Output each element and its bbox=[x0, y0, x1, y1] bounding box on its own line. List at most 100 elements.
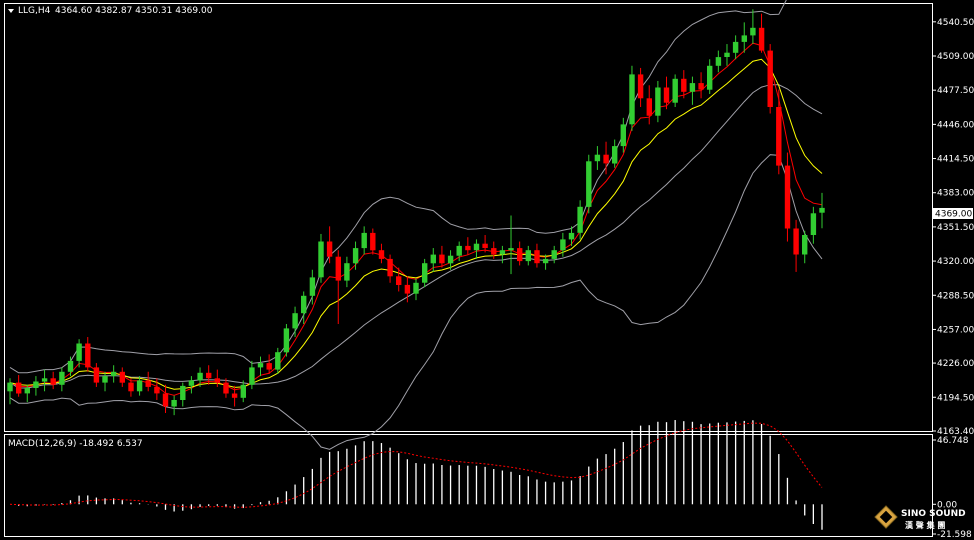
candle bbox=[560, 232, 566, 257]
candle bbox=[750, 9, 756, 45]
symbol-dropdown-icon[interactable] bbox=[8, 9, 14, 13]
candle bbox=[525, 245, 531, 266]
price-tick-label: 4257.00 bbox=[937, 325, 974, 335]
bollinger-lower-line bbox=[9, 154, 823, 450]
price-tick-label: 4163.40 bbox=[937, 427, 974, 437]
candle-body bbox=[758, 27, 765, 51]
candle-body bbox=[784, 165, 791, 229]
candle bbox=[257, 356, 264, 377]
bollinger-middle-line bbox=[9, 84, 823, 389]
candle bbox=[603, 141, 609, 175]
candle-body bbox=[318, 241, 324, 278]
candle-body bbox=[188, 380, 195, 386]
candle bbox=[171, 395, 177, 416]
candle-body bbox=[655, 87, 661, 116]
candle-body bbox=[629, 74, 635, 125]
candle bbox=[309, 269, 316, 305]
candle-body bbox=[586, 161, 592, 207]
candle bbox=[465, 237, 471, 255]
candle-body bbox=[793, 228, 799, 255]
candle-body bbox=[50, 378, 56, 385]
candle-body bbox=[266, 363, 272, 370]
candle bbox=[206, 365, 212, 385]
price-tick-label: 4194.50 bbox=[937, 393, 974, 403]
candle-body bbox=[810, 213, 817, 235]
candle bbox=[335, 250, 341, 325]
price-tick-label: 4288.50 bbox=[937, 291, 974, 301]
price-axis: 4540.50 4509.00 4477.50 4446.00 4414.50 4383.… bbox=[932, 18, 974, 437]
macd-indicator: 46.748 0.00 -21.598 bbox=[9, 420, 972, 540]
candle-body bbox=[689, 83, 696, 92]
macd-signal-line bbox=[9, 422, 823, 508]
candle-body bbox=[724, 52, 730, 57]
candle bbox=[707, 59, 713, 94]
candle-body bbox=[422, 263, 428, 283]
candle-body bbox=[672, 78, 678, 103]
candle-body bbox=[16, 382, 22, 394]
candle bbox=[758, 13, 765, 53]
candle-body bbox=[681, 78, 687, 92]
candle bbox=[102, 371, 108, 392]
candle-body bbox=[136, 380, 143, 392]
candle-body bbox=[378, 250, 385, 259]
candle bbox=[447, 250, 454, 270]
candle-body bbox=[128, 382, 134, 392]
candle-body bbox=[750, 27, 756, 36]
price-panel-frame bbox=[4, 3, 933, 432]
candle bbox=[491, 241, 497, 259]
candle-body bbox=[326, 241, 333, 257]
candle-body bbox=[577, 206, 583, 233]
price-tick-label: 4540.50 bbox=[937, 18, 974, 28]
candle-body bbox=[482, 243, 488, 248]
candle-body bbox=[145, 380, 151, 387]
candle-body bbox=[767, 50, 773, 107]
candle bbox=[85, 337, 91, 372]
price-tick-label: 4383.00 bbox=[937, 189, 974, 199]
candle-body bbox=[776, 107, 782, 166]
candle-body bbox=[525, 250, 531, 262]
candle-body bbox=[206, 372, 212, 379]
candle-body bbox=[542, 258, 549, 264]
candle bbox=[240, 380, 246, 403]
candle bbox=[802, 230, 808, 264]
candle bbox=[326, 226, 333, 264]
ohlc-readout: 4364.60 4382.87 4350.31 4369.00 bbox=[55, 6, 213, 16]
candle-body bbox=[154, 386, 160, 394]
candle bbox=[223, 378, 229, 398]
candle bbox=[344, 256, 350, 288]
macd-panel-frame bbox=[4, 434, 933, 537]
candle-body bbox=[456, 245, 462, 256]
candle bbox=[499, 245, 506, 264]
candle bbox=[793, 219, 799, 272]
candle bbox=[430, 248, 436, 272]
candle-body bbox=[560, 239, 566, 251]
price-tick-label: 4320.00 bbox=[937, 257, 974, 267]
candle bbox=[637, 67, 644, 107]
logo-emblem-inner-icon bbox=[878, 509, 894, 525]
candle bbox=[266, 354, 272, 374]
candle bbox=[422, 258, 428, 288]
macd-tick-label: -21.598 bbox=[937, 530, 972, 540]
candle bbox=[767, 44, 773, 114]
candle bbox=[672, 74, 678, 107]
candle-body bbox=[396, 276, 402, 285]
candle bbox=[16, 375, 22, 397]
candle-body bbox=[603, 154, 609, 164]
candle bbox=[439, 245, 445, 268]
candle bbox=[180, 382, 186, 407]
candle-body bbox=[568, 232, 575, 240]
candle bbox=[370, 228, 376, 255]
candle-body bbox=[612, 146, 618, 164]
logo-subtitle: 漢 聲 集 團 bbox=[905, 520, 945, 530]
candle bbox=[784, 152, 791, 242]
candle bbox=[249, 360, 255, 390]
candle bbox=[594, 146, 601, 170]
candle-body bbox=[534, 250, 540, 264]
candle bbox=[741, 22, 747, 53]
price-tick-label: 4226.00 bbox=[937, 359, 974, 369]
candle bbox=[67, 356, 74, 377]
macd-tick-label: 0.00 bbox=[937, 500, 957, 510]
candle-body bbox=[430, 254, 436, 264]
current-price-label: 4369.00 bbox=[935, 210, 972, 220]
